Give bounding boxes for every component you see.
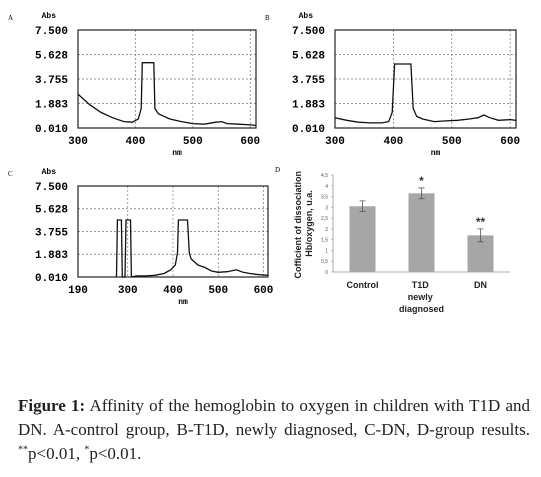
caption-text: Affinity of the hemoglobin to oxygen in … — [18, 396, 531, 439]
y-tick-label: 4,5 — [321, 173, 328, 179]
error-bar — [418, 187, 425, 200]
caption-sup: * — [84, 444, 90, 456]
caption-label: Figure 1: — [18, 396, 86, 415]
x-tick-label: 190 — [68, 285, 88, 297]
panel-label: A — [8, 14, 13, 22]
y-axis-label: Abs — [42, 12, 57, 21]
y-tick-label: 7.500 — [292, 26, 325, 38]
significance-label: ** — [476, 215, 486, 229]
x-tick-label: 500 — [442, 136, 462, 148]
x-tick-label: 300 — [325, 136, 345, 148]
caption: Figure 1: Affinity of the hemoglobin to … — [18, 394, 530, 466]
y-tick-label: 0.010 — [292, 124, 325, 136]
x-tick-label: 600 — [240, 136, 260, 148]
x-tick-label: 600 — [500, 136, 520, 148]
x-tick-label: 500 — [208, 285, 228, 297]
panel-label: D — [275, 166, 280, 174]
significance-label: * — [419, 174, 424, 188]
y-axis-label: Cofficient of dissociation Hb/oxygen, u.… — [293, 168, 314, 278]
error-bar — [477, 228, 484, 243]
y-tick-label: 5.628 — [35, 50, 68, 62]
y-tick-label: 1.883 — [35, 99, 68, 111]
y-tick-label: 0,5 — [321, 259, 328, 265]
y-tick-label: 2,5 — [321, 216, 328, 222]
x-axis-label: nm — [172, 149, 182, 158]
spectrum-line — [334, 63, 517, 124]
x-tick-label: 300 — [118, 285, 138, 297]
bar — [349, 206, 376, 272]
x-tick-label: Control — [347, 280, 379, 290]
y-tick-label: 0.010 — [35, 124, 68, 136]
y-tick-label: 7.500 — [35, 182, 68, 194]
plot-frame — [77, 185, 269, 278]
x-axis-label: nm — [431, 149, 441, 158]
caption-sup: ** — [18, 444, 28, 456]
x-tick-label: 300 — [68, 136, 88, 148]
y-tick-label: 1,5 — [321, 238, 328, 244]
y-tick-label: 0 — [325, 270, 328, 276]
x-axis-label: nm — [178, 298, 188, 307]
y-tick-label: 5.628 — [35, 205, 68, 217]
y-tick-label: 4 — [325, 184, 328, 190]
error-bar — [359, 200, 366, 213]
y-tick-label: 2 — [325, 227, 328, 233]
panel-label: B — [265, 14, 270, 22]
y-tick-label: 3.755 — [35, 75, 68, 87]
x-tick-label: T1D newly diagnosed — [399, 280, 444, 314]
y-tick-label: 3.755 — [292, 75, 325, 87]
x-tick-label: 500 — [183, 136, 203, 148]
y-tick-label: 3.755 — [35, 228, 68, 240]
y-tick-label: 3 — [325, 205, 328, 211]
caption-text: p<0.01. — [89, 444, 142, 463]
y-tick-label: 5.628 — [292, 50, 325, 62]
panel-label: C — [8, 170, 13, 178]
x-tick-label: 600 — [254, 285, 274, 297]
x-tick-label: 400 — [126, 136, 146, 148]
caption-text: p<0.01, — [28, 444, 81, 463]
y-axis-label: Abs — [299, 12, 314, 21]
plot-frame — [77, 29, 257, 129]
spectrum-line — [77, 62, 257, 127]
y-tick-label: 1.883 — [35, 250, 68, 262]
y-tick-label: 0.010 — [35, 273, 68, 285]
x-tick-label: DN — [474, 280, 487, 290]
spectrum-line — [115, 219, 269, 278]
y-axis-label: Abs — [42, 168, 57, 177]
x-tick-label: 400 — [163, 285, 183, 297]
bar — [408, 193, 435, 272]
y-tick-label: 7.500 — [35, 26, 68, 38]
y-tick-label: 3,5 — [321, 195, 328, 201]
plot-frame — [334, 29, 517, 129]
x-tick-label: 400 — [383, 136, 403, 148]
y-tick-label: 1.883 — [292, 99, 325, 111]
y-tick-label: 1 — [325, 248, 328, 254]
